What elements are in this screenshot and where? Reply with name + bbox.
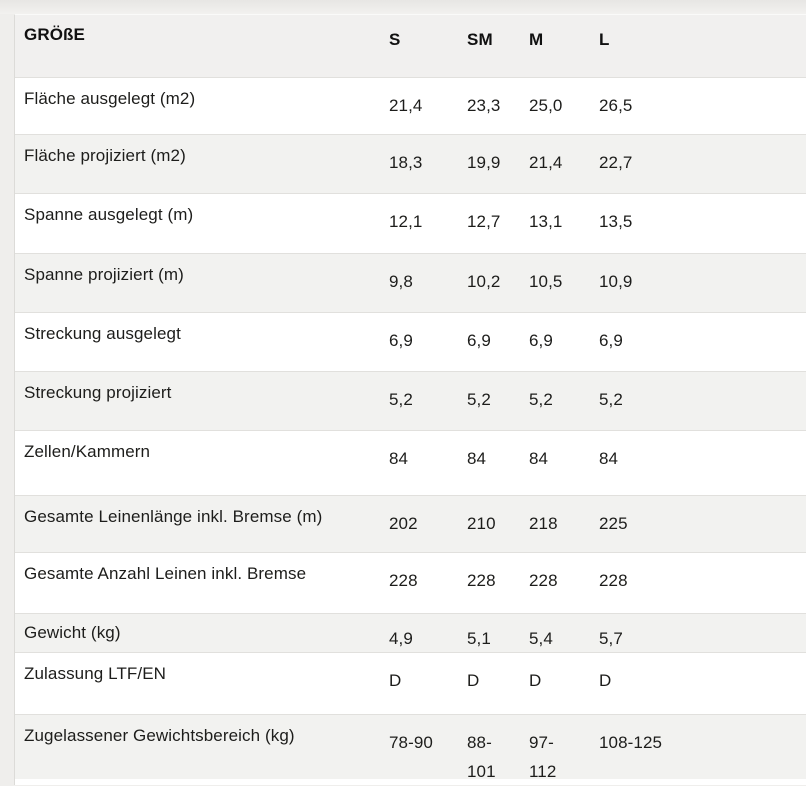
cell-value: 6,9 [389, 331, 413, 350]
table-row: Gesamte Anzahl Leinen inkl. Bremse 228 2… [15, 552, 806, 613]
cell-value: 13,1 [529, 212, 563, 231]
cell-value: 84 [529, 449, 549, 468]
cell-value: 19,9 [467, 153, 501, 172]
row-label: Zellen/Kammern [24, 442, 151, 461]
cell-value: 4,9 [389, 629, 413, 648]
table-row: Zulassung LTF/EN D D D D [15, 652, 806, 714]
table-row: Spanne ausgelegt (m) 12,1 12,7 13,1 13,5 [15, 193, 806, 253]
row-label: Fläche projiziert (m2) [24, 146, 186, 165]
cell-value: 23,3 [467, 96, 501, 115]
row-label: Gewicht (kg) [24, 623, 121, 642]
cell-value: 228 [529, 571, 558, 590]
cell-value: 218 [529, 514, 558, 533]
cell-value: 22,7 [599, 153, 633, 172]
row-label: Streckung ausgelegt [24, 324, 181, 343]
row-label: Gesamte Leinenlänge inkl. Bremse (m) [24, 507, 323, 526]
cell-value: 210 [467, 514, 496, 533]
cell-value: 84 [599, 449, 619, 468]
table-row: Fläche ausgelegt (m2) 21,4 23,3 25,0 26,… [15, 77, 806, 134]
row-label: Spanne projiziert (m) [24, 265, 184, 284]
cell-value: 202 [389, 514, 418, 533]
row-label: Gesamte Anzahl Leinen inkl. Bremse [24, 564, 307, 583]
cell-value: 84 [389, 449, 409, 468]
cell-value: 84 [467, 449, 487, 468]
row-label: Fläche ausgelegt (m2) [24, 89, 196, 108]
cell-value: 10,9 [599, 272, 633, 291]
cell-value: 13,5 [599, 212, 633, 231]
column-header-m: M [529, 30, 544, 49]
cell-value: 5,2 [529, 390, 553, 409]
cell-value: 26,5 [599, 96, 633, 115]
cell-value: 228 [389, 571, 418, 590]
cell-value: 5,2 [599, 390, 623, 409]
cell-value: 228 [467, 571, 496, 590]
cell-value: 25,0 [529, 96, 563, 115]
cell-value: 97-112 [529, 733, 557, 781]
cell-value: D [529, 671, 542, 690]
table-header-row: GRÖßE S SM M L [15, 15, 806, 77]
table-row: Gewicht (kg) 4,9 5,1 5,4 5,7 [15, 613, 806, 652]
cell-value: 88-101 [467, 733, 496, 781]
table-row: Zellen/Kammern 84 84 84 84 [15, 430, 806, 495]
row-label: Streckung projiziert [24, 383, 172, 402]
specification-table: GRÖßE S SM M L Fläche ausgelegt (m2) 21,… [14, 14, 806, 785]
row-label: Zulassung LTF/EN [24, 664, 167, 683]
cell-value: 228 [599, 571, 628, 590]
cell-value: 21,4 [529, 153, 563, 172]
cell-value: 6,9 [599, 331, 623, 350]
table-row: Streckung ausgelegt 6,9 6,9 6,9 6,9 [15, 312, 806, 371]
table-row: Spanne projiziert (m) 9,8 10,2 10,5 10,9 [15, 253, 806, 312]
cell-value: 5,2 [389, 390, 413, 409]
cell-value: 10,2 [467, 272, 501, 291]
cell-value: 5,4 [529, 629, 553, 648]
cell-value: D [467, 671, 480, 690]
cell-value: 12,1 [389, 212, 423, 231]
row-label: Zugelassener Gewichtsbereich (kg) [24, 726, 295, 745]
column-header-l: L [599, 30, 610, 49]
cell-value: 108-125 [599, 733, 663, 752]
cell-value: 5,2 [467, 390, 491, 409]
cell-value: 21,4 [389, 96, 423, 115]
row-label: Spanne ausgelegt (m) [24, 205, 194, 224]
cell-value: 6,9 [529, 331, 553, 350]
cell-value: 5,7 [599, 629, 623, 648]
cell-value: 6,9 [467, 331, 491, 350]
cell-value: D [389, 671, 402, 690]
column-header-s: S [389, 30, 401, 49]
column-header-sm: SM [467, 30, 493, 49]
table-row: Streckung projiziert 5,2 5,2 5,2 5,2 [15, 371, 806, 430]
cell-value: 78-90 [389, 733, 433, 752]
table-row: Zugelassener Gewichtsbereich (kg) 78-90 … [15, 714, 806, 781]
header-size-label: GRÖßE [24, 25, 85, 44]
cell-value: 9,8 [389, 272, 413, 291]
cell-value: 18,3 [389, 153, 423, 172]
cell-value: D [599, 671, 612, 690]
cell-value: 10,5 [529, 272, 563, 291]
table-row: Gesamte Leinenlänge inkl. Bremse (m) 202… [15, 495, 806, 552]
table-row: Fläche projiziert (m2) 18,3 19,9 21,4 22… [15, 134, 806, 193]
cell-value: 225 [599, 514, 628, 533]
cell-value: 12,7 [467, 212, 501, 231]
cell-value: 5,1 [467, 629, 491, 648]
